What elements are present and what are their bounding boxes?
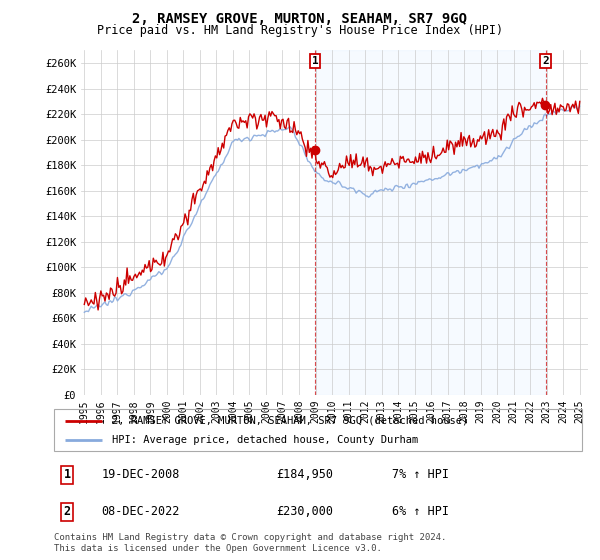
Text: £184,950: £184,950	[276, 468, 333, 481]
Text: 2, RAMSEY GROVE, MURTON, SEAHAM, SR7 9GQ: 2, RAMSEY GROVE, MURTON, SEAHAM, SR7 9GQ	[133, 12, 467, 26]
Text: 2: 2	[542, 55, 549, 66]
Text: 2, RAMSEY GROVE, MURTON, SEAHAM, SR7 9GQ (detached house): 2, RAMSEY GROVE, MURTON, SEAHAM, SR7 9GQ…	[112, 416, 469, 426]
Text: Price paid vs. HM Land Registry's House Price Index (HPI): Price paid vs. HM Land Registry's House …	[97, 24, 503, 36]
Text: 1: 1	[64, 468, 71, 481]
Text: Contains HM Land Registry data © Crown copyright and database right 2024.
This d: Contains HM Land Registry data © Crown c…	[54, 533, 446, 553]
Text: £230,000: £230,000	[276, 505, 333, 518]
Text: 2: 2	[64, 505, 71, 518]
Text: 08-DEC-2022: 08-DEC-2022	[101, 505, 180, 518]
Text: 1: 1	[311, 55, 319, 66]
Text: 19-DEC-2008: 19-DEC-2008	[101, 468, 180, 481]
Text: HPI: Average price, detached house, County Durham: HPI: Average price, detached house, Coun…	[112, 435, 418, 445]
Bar	[315, 50, 545, 395]
Text: 6% ↑ HPI: 6% ↑ HPI	[392, 505, 449, 518]
Text: 7% ↑ HPI: 7% ↑ HPI	[392, 468, 449, 481]
